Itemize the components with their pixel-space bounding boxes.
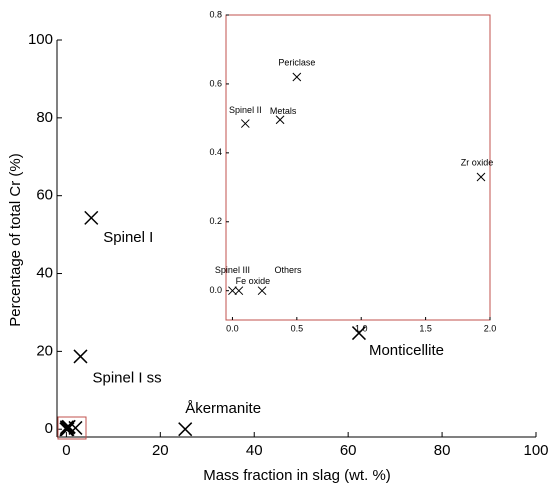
point-label: Spinel I ss (92, 369, 161, 386)
x-tick-label: 0.5 (291, 323, 304, 333)
marker (234, 286, 244, 296)
marker (178, 422, 193, 437)
point-label: Zr oxide (461, 157, 494, 167)
y-tick-label: 0.8 (209, 9, 222, 19)
y-tick-label: 0.2 (209, 216, 222, 226)
marker (275, 115, 285, 125)
x-tick-label: 100 (523, 442, 548, 459)
point-label: Periclase (278, 57, 315, 67)
point-label: Åkermanite (185, 400, 261, 417)
y-tick-label: 0 (45, 420, 53, 437)
x-tick-label: 80 (434, 442, 451, 459)
y-tick-label: 20 (36, 342, 53, 359)
marker (476, 172, 486, 182)
y-tick-label: 40 (36, 264, 53, 281)
point-label: Others (275, 265, 303, 275)
inset-frame (225, 14, 491, 321)
point-label: Spinel I (103, 229, 153, 246)
y-axis-label: Percentage of total Cr (%) (7, 153, 24, 326)
y-tick-label: 0.6 (209, 78, 222, 88)
x-axis-label: Mass fraction in slag (wt. %) (203, 467, 391, 484)
y-tick-label: 60 (36, 187, 53, 204)
point-label: Fe oxide (236, 276, 271, 286)
zoom-box (57, 416, 87, 440)
marker (73, 349, 88, 364)
cluster-marker (60, 422, 75, 437)
y-tick-label: 100 (28, 31, 53, 48)
x-tick-label: 0.0 (226, 323, 239, 333)
y-tick-label: 80 (36, 109, 53, 126)
point-label: Metals (270, 106, 297, 116)
x-tick-label: 40 (246, 442, 263, 459)
marker (228, 286, 237, 296)
marker (84, 210, 99, 225)
marker (257, 286, 267, 296)
x-tick-label: 0 (62, 442, 70, 459)
y-tick-label: 0.0 (209, 285, 222, 295)
point-label: Monticellite (369, 342, 444, 359)
x-tick-label: 2.0 (484, 323, 497, 333)
x-tick-label: 1.0 (355, 323, 368, 333)
marker (292, 72, 302, 82)
marker (351, 326, 366, 341)
point-label: Spinel III (215, 265, 250, 275)
x-tick-label: 20 (152, 442, 169, 459)
x-tick-label: 1.5 (419, 323, 432, 333)
point-label: Spinel II (229, 105, 262, 115)
y-tick-label: 0.4 (209, 147, 222, 157)
x-tick-label: 60 (340, 442, 357, 459)
marker (240, 119, 250, 128)
